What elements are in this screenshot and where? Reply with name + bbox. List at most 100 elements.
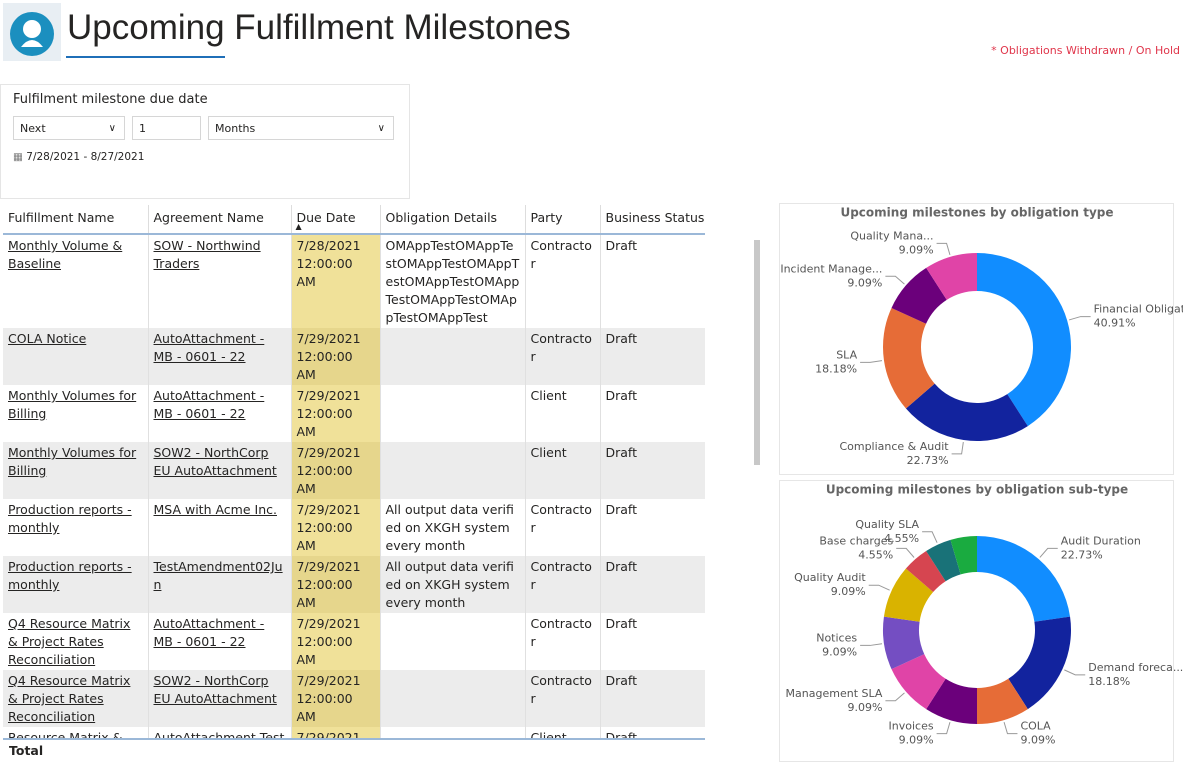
leader-line [936,242,951,256]
column-header[interactable]: Due Date ▲ [291,205,381,235]
donut-slice [926,253,977,300]
date-range-text: 7/28/2021 - 8/27/2021 [26,151,145,163]
logo [3,3,61,61]
table-cell: Q4 Resource Matrix & Project Rates Recon… [3,613,149,670]
cell-text: Draft [605,388,638,403]
scrollbar[interactable] [752,218,762,743]
table-cell: 7/29/2021 12:00:00 AM [291,499,381,556]
cell-text: 7/29/2021 12:00:00 AM [296,559,361,610]
leader-line [1068,316,1091,321]
table-cell [380,727,526,738]
date-range: ▦ 7/28/2021 - 8/27/2021 [13,151,145,163]
cell-text: All output data verified on XKGH system … [385,502,514,553]
table-cell: All output data verified on XKGH system … [380,556,526,613]
slice-label: Quality Audit [794,571,866,584]
slice-label: Notices [816,631,857,644]
leader-line [868,584,890,591]
table-cell: Contractor [525,328,601,385]
table-cell: Draft [600,727,705,738]
slice-label: Audit Duration [1061,534,1141,547]
table-cell: 7/29/2021 12:00:00 AM [291,442,381,499]
table-cell: MSA with Acme Inc. [148,499,292,556]
table-cell: Draft [600,499,705,556]
leader-line [936,721,951,735]
table-row: Q4 Resource Matrix & Project Rates Recon… [3,613,705,670]
donut-slice [905,550,946,593]
link[interactable]: Resource Matrix & Project Rates Reconcil… [8,730,123,738]
slice-value: 40.91% [1094,317,1136,330]
table-cell: TestAmendment02Jun [148,556,292,613]
count-input[interactable]: 1 [132,116,201,140]
table-cell: AutoAttachment - MB - 0601 - 22 [148,328,292,385]
link[interactable]: AutoAttachment Test Update [153,730,285,738]
table-cell: Client [525,727,601,738]
table-cell: Draft [600,442,705,499]
cell-text: 7/29/2021 12:00:00 AM [296,730,361,738]
table-cell: AutoAttachment - MB - 0601 - 22 [148,385,292,442]
cell-text: 7/29/2021 12:00:00 AM [296,673,361,724]
slice-value: 22.73% [1061,548,1103,561]
filter-label: Fulfilment milestone due date [13,92,208,107]
leader-line [1003,721,1018,735]
link[interactable]: Production reports - monthly [8,559,132,592]
slice-label: Incident Manage... [780,262,882,275]
column-header[interactable]: Fulfillment Name [3,205,149,235]
cell-text: Draft [605,559,638,574]
link[interactable]: AutoAttachment - MB - 0601 - 22 [153,388,265,421]
table-row: COLA Notice AutoAttachment - MB - 0601 - … [3,328,705,385]
link[interactable]: TestAmendment02Jun [153,559,283,592]
cell-text: Draft [605,673,638,688]
slice-value: 9.09% [831,585,866,598]
link[interactable]: AutoAttachment - MB - 0601 - 22 [153,616,265,649]
cell-text: 7/29/2021 12:00:00 AM [296,388,361,439]
column-header[interactable]: Party [525,205,601,235]
chart-panel [779,480,1174,762]
link[interactable]: Q4 Resource Matrix & Project Rates Recon… [8,673,131,724]
slice-value: 9.09% [847,701,882,714]
cell-text: 7/28/2021 12:00:00 AM [296,238,361,289]
link[interactable]: AutoAttachment - MB - 0601 - 22 [153,331,265,364]
cell-text: Draft [605,730,638,738]
link[interactable]: Production reports - monthly [8,502,132,535]
table-cell: 7/29/2021 12:00:00 AM [291,613,381,670]
link[interactable]: MSA with Acme Inc. [153,502,277,517]
cell-text: Contractor [530,616,592,649]
link[interactable]: Q4 Resource Matrix & Project Rates Recon… [8,616,131,667]
table-cell: SOW - Northwind Traders [148,234,292,328]
donut-slice [882,307,935,409]
leader-line [860,360,883,363]
cell-text: Client [530,388,567,403]
link[interactable]: SOW2 - NorthCorp EU AutoAttachment [153,673,277,706]
column-header[interactable]: Business Status [600,205,705,235]
column-header[interactable]: Obligation Details [380,205,526,235]
table: Fulfillment Name Agreement Name Due Date ▲ O… [3,205,705,738]
table-cell: Contractor [525,613,601,670]
link[interactable]: Monthly Volume & Baseline [8,238,123,271]
cell-text: 7/29/2021 12:00:00 AM [296,445,361,496]
link[interactable]: SOW - Northwind Traders [153,238,261,271]
status-note: * Obligations Withdrawn / On Hold [991,44,1180,57]
mode-dropdown[interactable]: Next ∨ [13,116,125,140]
cell-text: Draft [605,331,638,346]
table-cell: 7/29/2021 12:00:00 AM [291,727,381,738]
column-header[interactable]: Agreement Name [148,205,292,235]
table-cell: 7/28/2021 12:00:00 AM [291,234,381,328]
table-cell: Contractor [525,670,601,727]
unit-dropdown[interactable]: Months ∨ [208,116,394,140]
link[interactable]: Monthly Volumes for Billing [8,388,137,421]
cell-text: Draft [605,445,638,460]
table-cell: 7/29/2021 12:00:00 AM [291,556,381,613]
link[interactable]: COLA Notice [8,331,87,346]
slice-value: 9.09% [847,276,882,289]
cell-text: All output data verified on XKGH system … [385,559,514,610]
donut-slice [926,539,961,582]
leader-line [896,547,915,558]
table-cell: Contractor [525,499,601,556]
table-cell [380,670,526,727]
link[interactable]: SOW2 - NorthCorp EU AutoAttachment [153,445,277,478]
table-cell: SOW2 - NorthCorp EU AutoAttachment [148,670,292,727]
table-cell: Draft [600,234,705,328]
donut-slice [883,616,925,670]
slice-label: Demand foreca... [1088,661,1183,674]
link[interactable]: Monthly Volumes for Billing [8,445,137,478]
